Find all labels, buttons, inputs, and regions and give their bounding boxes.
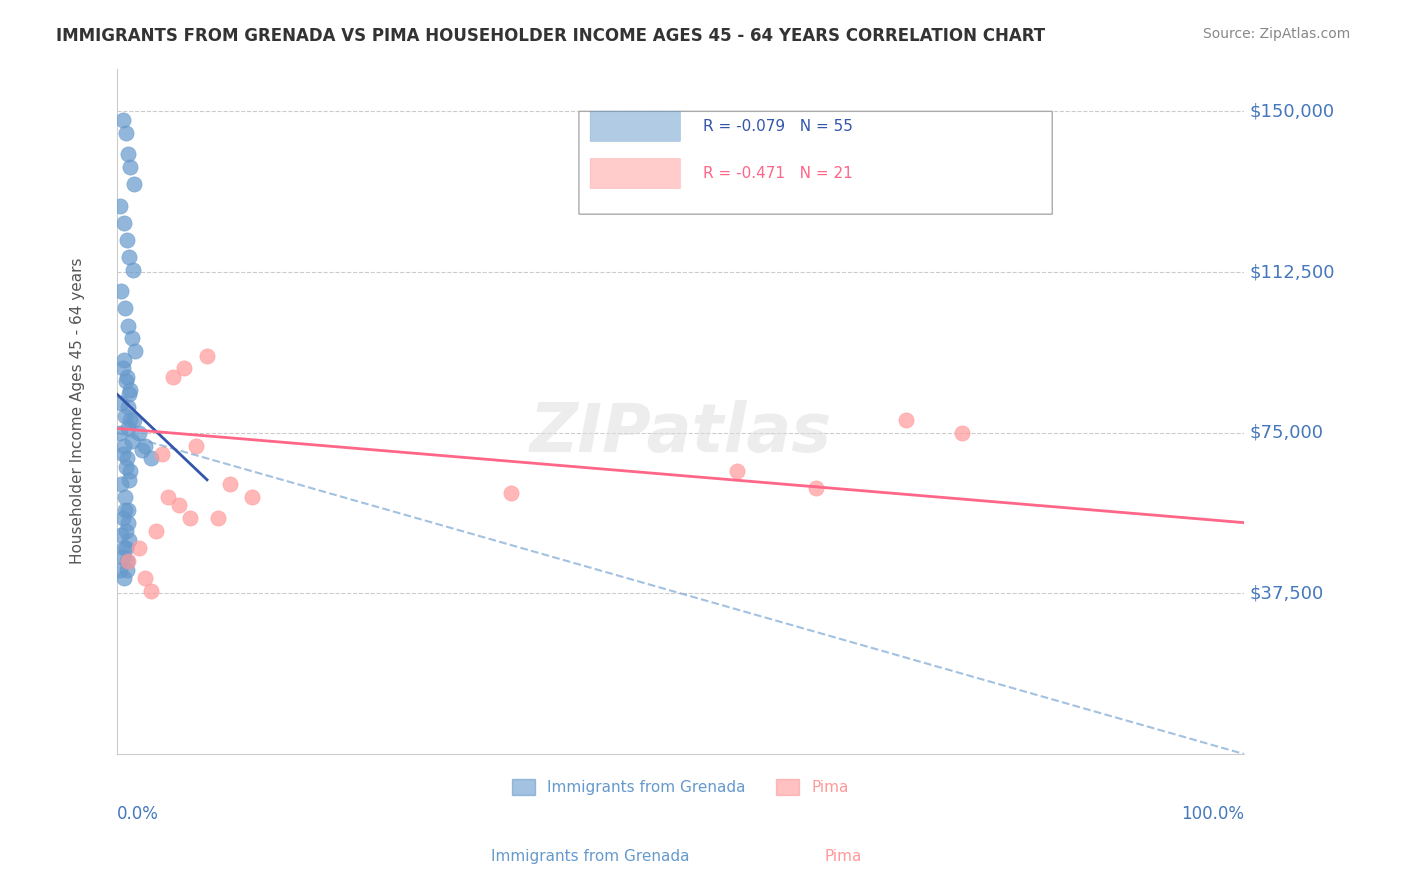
Point bbox=[110, 199, 132, 213]
Point bbox=[110, 425, 132, 440]
Point bbox=[121, 331, 143, 345]
Point bbox=[894, 413, 917, 427]
Point bbox=[115, 554, 138, 568]
Text: IMMIGRANTS FROM GRENADA VS PIMA HOUSEHOLDER INCOME AGES 45 - 64 YEARS CORRELATIO: IMMIGRANTS FROM GRENADA VS PIMA HOUSEHOL… bbox=[56, 27, 1046, 45]
Text: 0.0%: 0.0% bbox=[117, 805, 159, 823]
Point bbox=[139, 451, 162, 466]
Point bbox=[117, 421, 139, 435]
Point bbox=[111, 447, 134, 461]
Point bbox=[114, 301, 136, 316]
Point bbox=[117, 502, 139, 516]
Point bbox=[110, 477, 132, 491]
Point bbox=[134, 571, 156, 585]
Point bbox=[120, 160, 142, 174]
Point bbox=[124, 344, 146, 359]
FancyBboxPatch shape bbox=[579, 112, 1052, 214]
Point bbox=[134, 438, 156, 452]
Point bbox=[115, 126, 138, 140]
Point bbox=[114, 502, 136, 516]
Point bbox=[117, 400, 139, 414]
Point bbox=[121, 434, 143, 449]
Point bbox=[110, 285, 132, 299]
Point bbox=[804, 481, 827, 495]
Point bbox=[122, 413, 145, 427]
Text: $112,500: $112,500 bbox=[1250, 263, 1334, 281]
Point bbox=[112, 438, 135, 452]
Text: Immigrants from Grenada: Immigrants from Grenada bbox=[491, 849, 690, 863]
Point bbox=[112, 541, 135, 556]
Point bbox=[218, 477, 240, 491]
Point bbox=[112, 352, 135, 367]
Point bbox=[111, 511, 134, 525]
Legend: Immigrants from Grenada, Pima: Immigrants from Grenada, Pima bbox=[506, 773, 855, 801]
Text: 100.0%: 100.0% bbox=[1181, 805, 1244, 823]
Point bbox=[112, 216, 135, 230]
Point bbox=[111, 361, 134, 376]
Point bbox=[121, 263, 143, 277]
Point bbox=[950, 425, 973, 440]
Point bbox=[115, 451, 138, 466]
Point bbox=[118, 533, 141, 547]
Point bbox=[240, 490, 263, 504]
Point bbox=[156, 490, 179, 504]
Point bbox=[117, 318, 139, 333]
Point bbox=[117, 554, 139, 568]
Point bbox=[725, 464, 748, 478]
Point bbox=[120, 383, 142, 397]
Text: Pima: Pima bbox=[825, 849, 862, 863]
Point bbox=[173, 361, 195, 376]
Point bbox=[179, 511, 201, 525]
Text: $150,000: $150,000 bbox=[1250, 103, 1334, 120]
Point bbox=[117, 147, 139, 161]
Point bbox=[110, 563, 132, 577]
Text: Householder Income Ages 45 - 64 years: Householder Income Ages 45 - 64 years bbox=[70, 258, 84, 565]
Point bbox=[120, 413, 142, 427]
FancyBboxPatch shape bbox=[591, 112, 681, 141]
Point bbox=[111, 112, 134, 127]
Point bbox=[117, 516, 139, 530]
Point bbox=[115, 524, 138, 539]
Point bbox=[110, 395, 132, 409]
Point bbox=[501, 485, 523, 500]
Text: R = -0.079   N = 55: R = -0.079 N = 55 bbox=[703, 119, 853, 134]
Point bbox=[145, 524, 167, 539]
Point bbox=[115, 459, 138, 474]
Point bbox=[111, 549, 134, 564]
Point bbox=[167, 499, 190, 513]
Point bbox=[207, 511, 229, 525]
Point bbox=[118, 250, 141, 264]
Text: $75,000: $75,000 bbox=[1250, 424, 1323, 442]
Point bbox=[150, 447, 173, 461]
Point bbox=[162, 370, 184, 384]
Point bbox=[128, 425, 150, 440]
Point bbox=[110, 528, 132, 542]
Point bbox=[115, 563, 138, 577]
Point bbox=[120, 464, 142, 478]
Point bbox=[115, 370, 138, 384]
Point bbox=[115, 374, 138, 388]
Point bbox=[115, 233, 138, 247]
Point bbox=[184, 438, 207, 452]
Point bbox=[131, 442, 153, 457]
FancyBboxPatch shape bbox=[591, 159, 681, 188]
Point bbox=[112, 571, 135, 585]
Point bbox=[118, 387, 141, 401]
Point bbox=[115, 541, 138, 556]
Point bbox=[114, 409, 136, 423]
Point bbox=[122, 177, 145, 191]
Text: ZIPatlas: ZIPatlas bbox=[529, 400, 831, 466]
Point bbox=[195, 349, 218, 363]
Text: Source: ZipAtlas.com: Source: ZipAtlas.com bbox=[1202, 27, 1350, 41]
Point bbox=[139, 584, 162, 599]
Text: $37,500: $37,500 bbox=[1250, 584, 1323, 602]
Text: R = -0.471   N = 21: R = -0.471 N = 21 bbox=[703, 166, 852, 181]
Point bbox=[118, 473, 141, 487]
Point bbox=[128, 541, 150, 556]
Point bbox=[114, 490, 136, 504]
